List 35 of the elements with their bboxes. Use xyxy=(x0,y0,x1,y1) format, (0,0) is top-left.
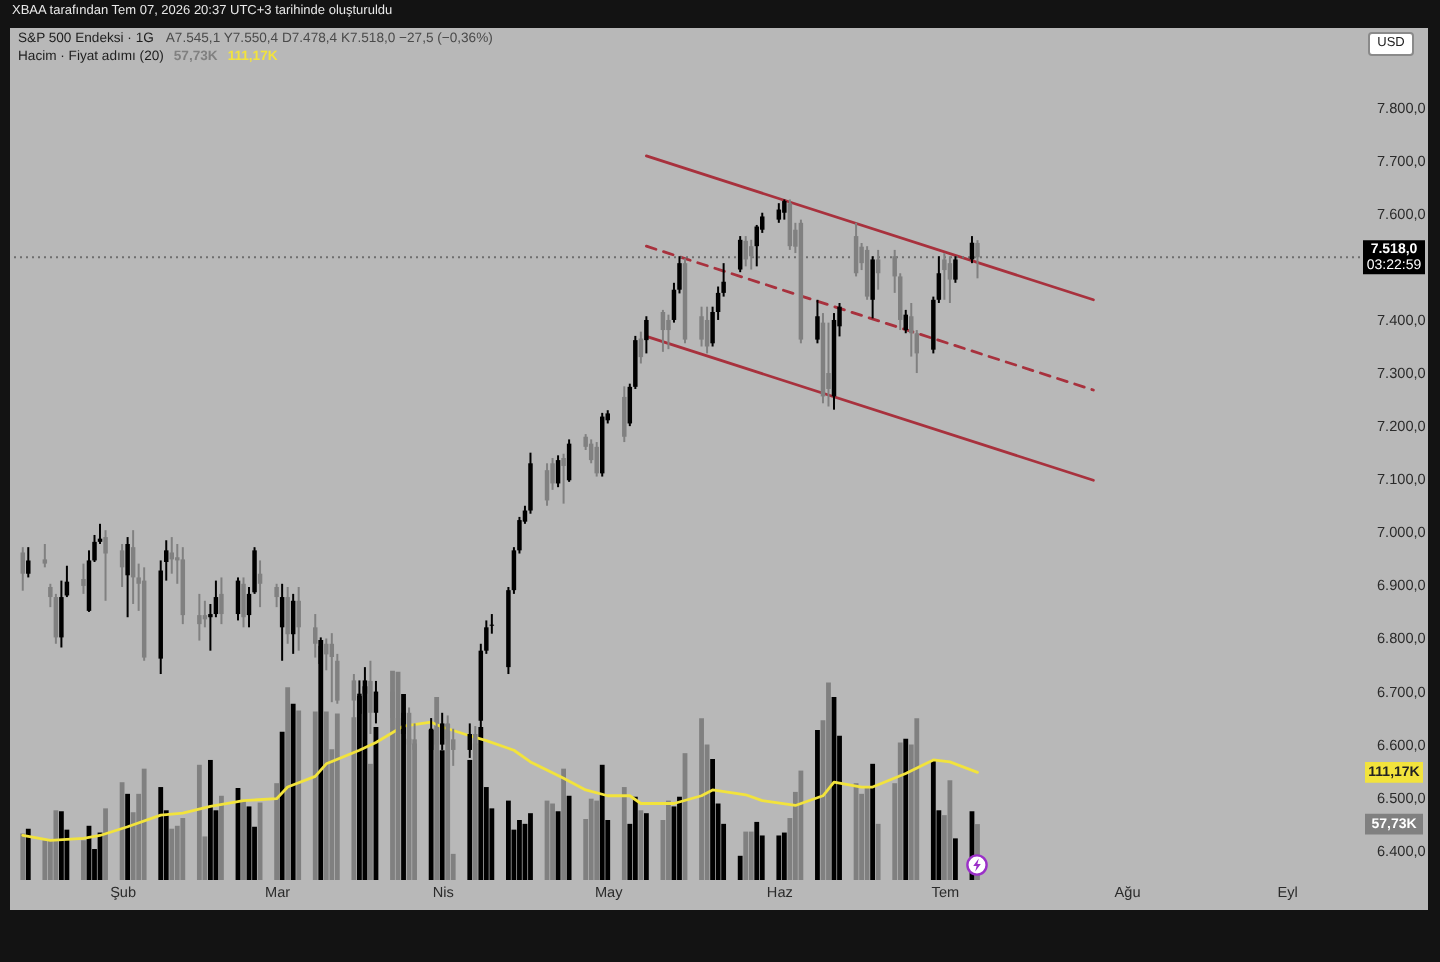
candlestick xyxy=(20,546,25,592)
candlestick xyxy=(699,305,704,348)
candlestick xyxy=(975,239,980,280)
candlestick xyxy=(197,592,202,642)
candlestick xyxy=(241,576,246,629)
candlestick xyxy=(864,245,870,301)
candlestick xyxy=(594,441,599,478)
candlestick xyxy=(644,315,649,355)
candlestick xyxy=(704,305,710,355)
candlestick xyxy=(737,235,743,274)
candlestick xyxy=(743,235,748,268)
candlestick xyxy=(622,385,627,444)
candlestick xyxy=(274,582,279,609)
candlestick xyxy=(942,252,947,301)
candlestick xyxy=(870,255,875,320)
candlestick xyxy=(125,536,130,619)
candlestick xyxy=(368,659,373,736)
candlestick xyxy=(59,579,64,649)
candlestick xyxy=(826,321,831,408)
candlestick xyxy=(26,546,31,579)
candlestick xyxy=(953,255,958,284)
candlestick xyxy=(103,529,108,602)
candlestick xyxy=(219,576,224,626)
candlestick xyxy=(313,613,318,659)
candlestick xyxy=(815,298,820,345)
candlestick xyxy=(81,562,86,595)
candlestick xyxy=(296,585,301,652)
candlestick xyxy=(875,248,881,291)
candlestick xyxy=(324,637,329,672)
candlestick xyxy=(782,198,787,221)
candlestick xyxy=(285,585,290,645)
candlestick xyxy=(42,542,48,569)
candlestick xyxy=(666,313,671,351)
candlestick xyxy=(561,452,566,505)
candlestick xyxy=(947,255,953,304)
